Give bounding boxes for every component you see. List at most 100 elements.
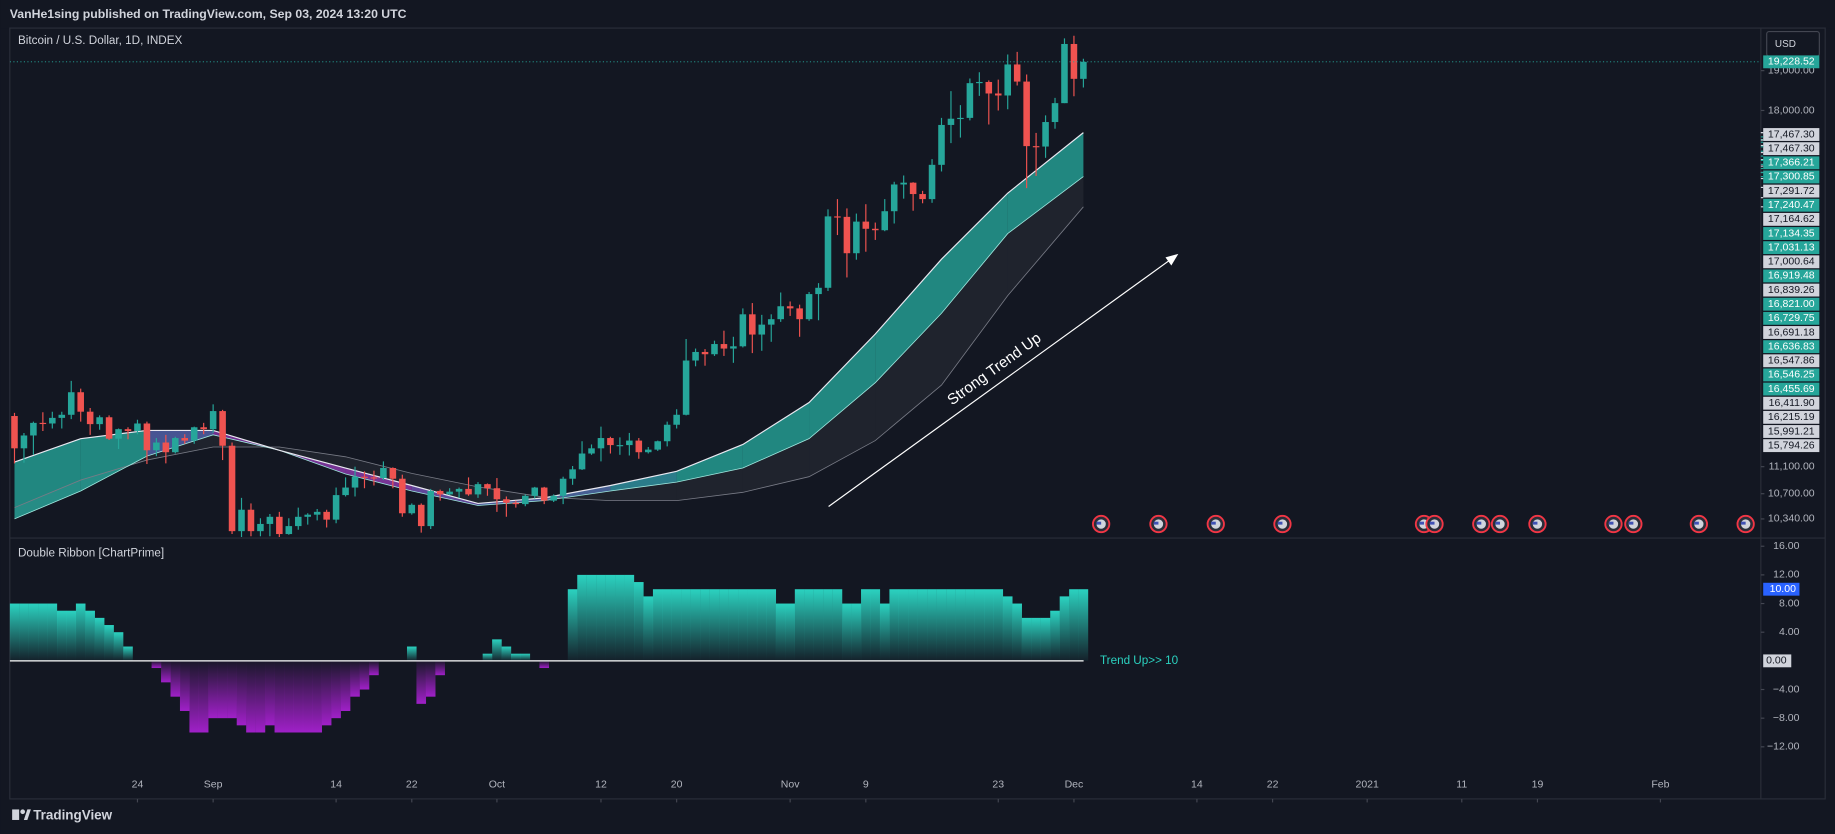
- oscillator-bar: [85, 610, 95, 661]
- candle-body: [484, 484, 491, 489]
- candle-body: [238, 509, 245, 532]
- candle-body: [313, 511, 321, 515]
- oscillator-bar: [255, 660, 266, 733]
- candle-body: [522, 495, 529, 505]
- candle-body: [616, 445, 624, 447]
- candle-body: [1042, 122, 1049, 147]
- candle-body: [824, 216, 832, 288]
- price-pane: [9, 35, 1761, 537]
- oscillator-bar: [993, 589, 1004, 661]
- y-tick-label: 18,000.00: [1768, 104, 1815, 116]
- x-tick-label: 2021: [1355, 779, 1379, 791]
- candle-body: [739, 314, 747, 347]
- oscillator-bar: [520, 653, 531, 661]
- y-tick-label: 16.00: [1773, 540, 1799, 552]
- oscillator-bar: [794, 589, 805, 661]
- candle-body: [966, 83, 974, 118]
- event-icon-flag: [1419, 521, 1424, 525]
- oscillator-bar: [75, 603, 86, 661]
- candle-body: [134, 423, 141, 432]
- candle-body: [1061, 43, 1068, 104]
- oscillator-bar: [775, 603, 786, 661]
- candle-body: [815, 287, 822, 295]
- oscillator-bar: [756, 589, 767, 661]
- candle-body: [323, 511, 330, 520]
- candle-body: [749, 314, 756, 335]
- candle-body: [550, 495, 557, 501]
- candle-body: [1004, 64, 1011, 96]
- oscillator-bar: [38, 603, 48, 661]
- candle-body: [77, 392, 84, 412]
- candle-body: [408, 504, 416, 514]
- oscillator-bar: [501, 646, 512, 661]
- ribbon-fill: [610, 471, 677, 491]
- x-tick-label: 12: [595, 779, 607, 791]
- ribbon-label: 17,467.30: [1768, 128, 1815, 140]
- candle-body: [682, 360, 690, 415]
- slow-ribbon-fill: [875, 313, 942, 441]
- x-tick-label: 14: [1191, 779, 1203, 791]
- ribbon-label: 17,291.72: [1768, 185, 1815, 197]
- x-tick-label: 20: [671, 779, 683, 791]
- candle-body: [569, 469, 576, 479]
- oscillator-bar: [671, 589, 682, 661]
- candle-body: [777, 306, 784, 320]
- oscillator-bar: [681, 589, 691, 661]
- ribbon-label: 16,919.48: [1768, 270, 1815, 282]
- candle-body: [427, 490, 434, 527]
- trend-arrow: [828, 256, 1175, 507]
- candle-body: [701, 351, 709, 355]
- candle-body: [1080, 61, 1087, 79]
- slow-ribbon-fill: [742, 438, 810, 493]
- oscillator-bar: [1002, 596, 1013, 661]
- candle-body: [399, 478, 406, 514]
- y-tick-label: 11,100.00: [1769, 460, 1815, 472]
- oscillator-bar: [738, 589, 748, 661]
- ribbon-label-box: [1763, 212, 1820, 226]
- candle-body: [900, 182, 907, 185]
- candle-body: [417, 504, 425, 527]
- ribbon-label-box: [1763, 255, 1820, 269]
- candle-body: [285, 526, 293, 535]
- candle-body: [1023, 81, 1030, 147]
- y-tick-label: 10,700.00: [1768, 487, 1815, 499]
- candle-body: [115, 429, 122, 439]
- candle-body: [890, 184, 898, 212]
- ribbon-fill: [742, 402, 810, 469]
- candle-body: [512, 502, 520, 505]
- ribbon-label-box: [1763, 326, 1820, 339]
- oscillator-bar: [28, 603, 39, 661]
- oscillator-bar: [293, 660, 304, 733]
- x-tick-label: Feb: [1651, 779, 1669, 791]
- ribbon-fill: [676, 444, 743, 483]
- oscillator-bar: [1078, 589, 1089, 661]
- brand-name: TradingView: [33, 807, 112, 822]
- x-tick-label: Sep: [204, 779, 223, 791]
- x-tick-label: 11: [1456, 779, 1467, 791]
- oscillator-bar: [274, 660, 285, 733]
- x-tick-label: Oct: [489, 779, 505, 791]
- oscillator-bar: [974, 589, 985, 661]
- candle-body: [531, 487, 539, 496]
- candle-body: [181, 438, 189, 441]
- oscillator-bar: [577, 574, 587, 661]
- oscillator-bar: [643, 596, 654, 661]
- event-icon-flag: [1628, 521, 1634, 525]
- oscillator-bar: [898, 589, 909, 661]
- last-price-box: [1763, 55, 1820, 69]
- last-value-label: 10.00: [1770, 583, 1796, 595]
- event-icon-flag: [1476, 521, 1482, 525]
- ribbon-label-box: [1763, 425, 1820, 438]
- oscillator-bar: [690, 589, 701, 661]
- event-icon-flag: [1211, 521, 1216, 525]
- oscillator-bar: [936, 589, 947, 661]
- oscillator-bar: [104, 625, 114, 661]
- candle-body: [162, 442, 170, 453]
- oscillator-bar: [66, 610, 77, 661]
- indicator-title: Double Ribbon [ChartPrime]: [18, 546, 164, 559]
- ribbon-label-box: [1763, 156, 1820, 170]
- candle-body: [540, 487, 548, 501]
- oscillator-bar: [312, 660, 322, 733]
- oscillator-bar: [596, 574, 606, 661]
- oscillator-bar: [284, 660, 294, 733]
